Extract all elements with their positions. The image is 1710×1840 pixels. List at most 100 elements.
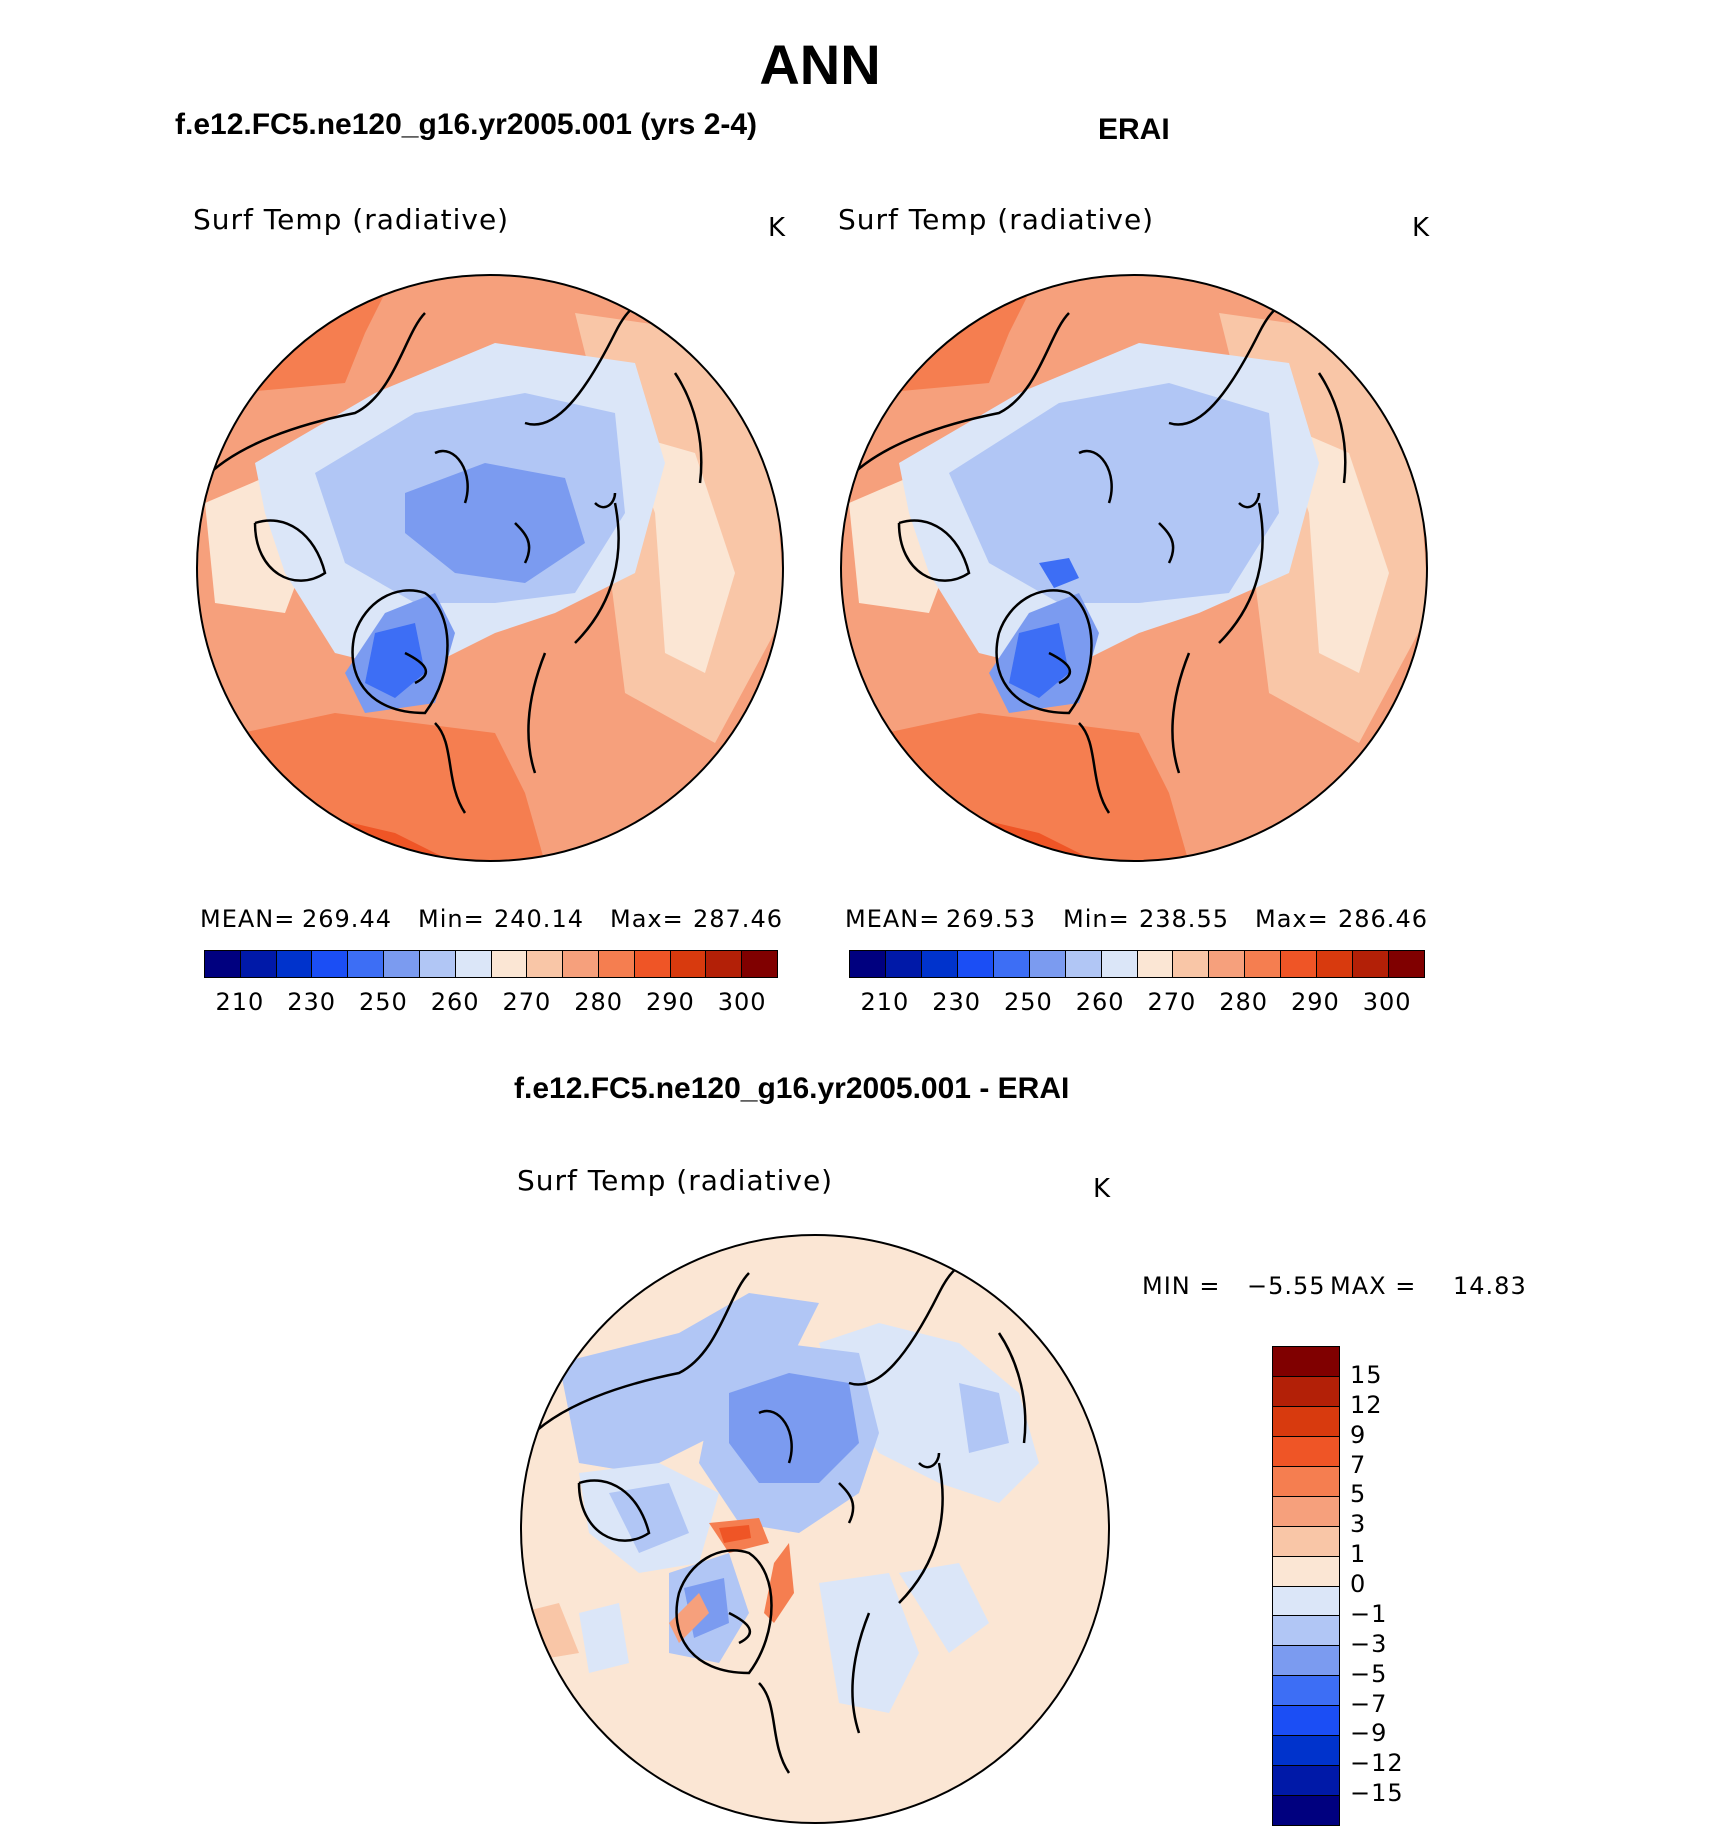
colorbar-box — [240, 951, 277, 977]
colorbar-box — [455, 951, 492, 977]
model-units-label: K — [768, 213, 787, 243]
colorbar-box — [1065, 951, 1102, 977]
model-min-label: Min= — [418, 905, 485, 933]
colorbar-tick-label: 280 — [1219, 988, 1269, 1016]
colorbar-box — [1273, 1556, 1339, 1587]
colorbar-tick-label: 260 — [430, 988, 480, 1016]
colorbar-tick-label: 7 — [1350, 1450, 1367, 1479]
colorbar-box — [1353, 951, 1390, 977]
colorbar-box — [1317, 951, 1354, 977]
colorbar-tick-label: 12 — [1350, 1390, 1383, 1419]
colorbar-tick-label: −9 — [1350, 1719, 1388, 1748]
colorbar-box — [348, 951, 385, 977]
colorbar-tick-label: −5 — [1350, 1659, 1388, 1688]
colorbar-box — [384, 951, 420, 977]
obs-colorbar — [849, 950, 1425, 978]
colorbar-tick-label: 15 — [1350, 1360, 1383, 1389]
colorbar-tick-label: 300 — [717, 988, 767, 1016]
colorbar-box — [1273, 1766, 1339, 1797]
colorbar-tick-label: 210 — [215, 988, 265, 1016]
colorbar-tick-label: −15 — [1350, 1779, 1404, 1808]
model-polar-map — [196, 274, 784, 862]
model-case-title: f.e12.FC5.ne120_g16.yr2005.001 (yrs 2-4) — [175, 108, 758, 141]
colorbar-box — [419, 951, 456, 977]
colorbar-tick-label: 280 — [574, 988, 624, 1016]
obs-min-value: 238.55 — [1139, 905, 1229, 933]
colorbar-box — [1101, 951, 1138, 977]
colorbar-tick-label: 3 — [1350, 1510, 1367, 1539]
colorbar-box — [921, 951, 958, 977]
colorbar-tick-label: 300 — [1362, 988, 1412, 1016]
model-mean-label: MEAN= — [200, 905, 296, 933]
colorbar-tick-label: 230 — [932, 988, 982, 1016]
colorbar-box — [1273, 1676, 1339, 1707]
colorbar-box — [1245, 951, 1282, 977]
obs-min-label: Min= — [1063, 905, 1130, 933]
colorbar-box — [850, 951, 886, 977]
colorbar-box — [1389, 951, 1424, 977]
diff-units-label: K — [1093, 1174, 1112, 1204]
diff-min-value: −5.55 — [1247, 1272, 1326, 1300]
obs-colorbar-ticks: 210 230 250 260 270 280 290 300 — [849, 988, 1423, 1018]
colorbar-box — [1137, 951, 1174, 977]
model-colorbar-ticks: 210 230 250 260 270 280 290 300 — [204, 988, 778, 1018]
colorbar-box — [1273, 1466, 1339, 1497]
colorbar-tick-label: −1 — [1350, 1599, 1388, 1628]
colorbar-box — [1281, 951, 1318, 977]
obs-mean-label: MEAN= — [845, 905, 941, 933]
colorbar-box — [1273, 1347, 1339, 1377]
diff-min-label: MIN = — [1142, 1272, 1221, 1300]
diff-colorbar — [1272, 1346, 1340, 1826]
colorbar-tick-label: 230 — [287, 988, 337, 1016]
colorbar-box — [634, 951, 671, 977]
colorbar-tick-label: 9 — [1350, 1420, 1367, 1449]
colorbar-tick-label: 270 — [1147, 988, 1197, 1016]
colorbar-tick-label: 210 — [860, 988, 910, 1016]
colorbar-box — [312, 951, 349, 977]
colorbar-tick-label: 260 — [1075, 988, 1125, 1016]
colorbar-tick-label: 250 — [358, 988, 408, 1016]
colorbar-box — [1029, 951, 1066, 977]
colorbar-tick-label: −3 — [1350, 1629, 1388, 1658]
diff-polar-map — [520, 1234, 1110, 1824]
colorbar-box — [1273, 1736, 1339, 1767]
colorbar-box — [1273, 1586, 1339, 1617]
obs-mean-value: 269.53 — [946, 905, 1036, 933]
colorbar-tick-label: −12 — [1350, 1749, 1404, 1778]
colorbar-tick-label: 270 — [502, 988, 552, 1016]
model-max-value: 287.46 — [693, 905, 783, 933]
model-min-value: 240.14 — [494, 905, 584, 933]
colorbar-box — [491, 951, 528, 977]
colorbar-box — [205, 951, 241, 977]
colorbar-tick-label: 5 — [1350, 1480, 1367, 1509]
colorbar-box — [670, 951, 707, 977]
colorbar-box — [598, 951, 635, 977]
colorbar-box — [527, 951, 564, 977]
diff-max-value: 14.83 — [1453, 1272, 1527, 1300]
obs-units-label: K — [1412, 213, 1431, 243]
model-colorbar — [204, 950, 778, 978]
colorbar-box — [1173, 951, 1210, 977]
colorbar-box — [276, 951, 313, 977]
diff-max-label: MAX = — [1330, 1272, 1417, 1300]
colorbar-box — [1209, 951, 1246, 977]
model-mean-value: 269.44 — [302, 905, 392, 933]
model-max-label: Max= — [610, 905, 684, 933]
colorbar-box — [742, 951, 777, 977]
obs-polar-map — [840, 274, 1428, 862]
colorbar-box — [1273, 1376, 1339, 1407]
diff-case-title: f.e12.FC5.ne120_g16.yr2005.001 - ERAI — [514, 1072, 1070, 1105]
colorbar-box — [1273, 1496, 1339, 1527]
diff-colorbar-ticks: 15 12 9 7 5 3 1 0 −1 −3 −5 −7 −9 −12 −15 — [1350, 1346, 1430, 1824]
page-title: ANN — [759, 33, 881, 96]
diff-variable-label: Surf Temp (radiative) — [517, 1164, 834, 1197]
colorbar-box — [1273, 1616, 1339, 1647]
colorbar-tick-label: 1 — [1350, 1540, 1367, 1569]
colorbar-box — [563, 951, 599, 977]
colorbar-box — [1273, 1706, 1339, 1737]
colorbar-box — [706, 951, 743, 977]
colorbar-tick-label: −7 — [1350, 1689, 1388, 1718]
colorbar-box — [993, 951, 1030, 977]
colorbar-box — [1273, 1526, 1339, 1557]
colorbar-box — [957, 951, 994, 977]
